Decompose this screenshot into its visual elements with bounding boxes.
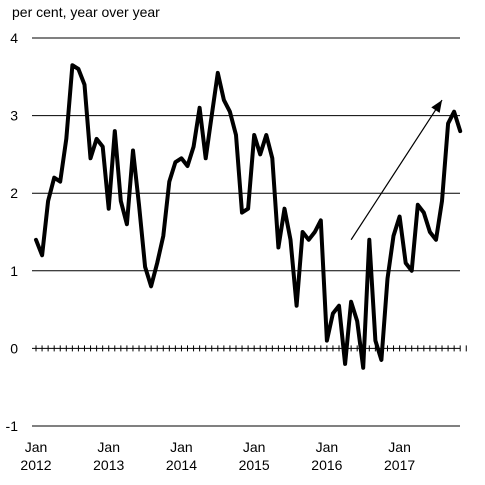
- series-line: [34, 63, 463, 370]
- x-tick-label-year: 2015: [239, 457, 270, 473]
- x-tick-label-month: Jan: [97, 439, 120, 455]
- x-tick-label-month: Jan: [170, 439, 193, 455]
- x-tick-label-month: Jan: [316, 439, 339, 455]
- y-tick-label: -1: [6, 418, 19, 434]
- y-tick-label: 1: [10, 263, 18, 279]
- trend-arrow: [350, 99, 443, 241]
- arrow-shaft: [350, 99, 443, 241]
- x-tick-label-year: 2014: [166, 457, 197, 473]
- x-tick-labels: Jan 2012 Jan 2013 Jan 2014 Jan 2015 Jan 2016 Jan 20…: [20, 439, 415, 473]
- gridlines: [32, 37, 460, 427]
- x-tick-label-year: 2012: [20, 457, 51, 473]
- x-tick-label-year: 2016: [311, 457, 342, 473]
- y-tick-label: 0: [10, 340, 18, 356]
- x-tick-label-month: Jan: [25, 439, 48, 455]
- x-tick-label-year: 2017: [384, 457, 415, 473]
- x-tick-label-year: 2013: [93, 457, 124, 473]
- y-tick-label: 3: [10, 108, 18, 124]
- y-tick-label: 4: [10, 30, 18, 46]
- y-axis-label: per cent, year over year: [12, 4, 160, 20]
- x-tick-label-month: Jan: [388, 439, 411, 455]
- arrow-head: [431, 100, 443, 113]
- y-tick-labels: -1 0 1 2 3 4: [6, 30, 19, 434]
- x-tick-label-month: Jan: [243, 439, 266, 455]
- y-tick-label: 2: [10, 185, 18, 201]
